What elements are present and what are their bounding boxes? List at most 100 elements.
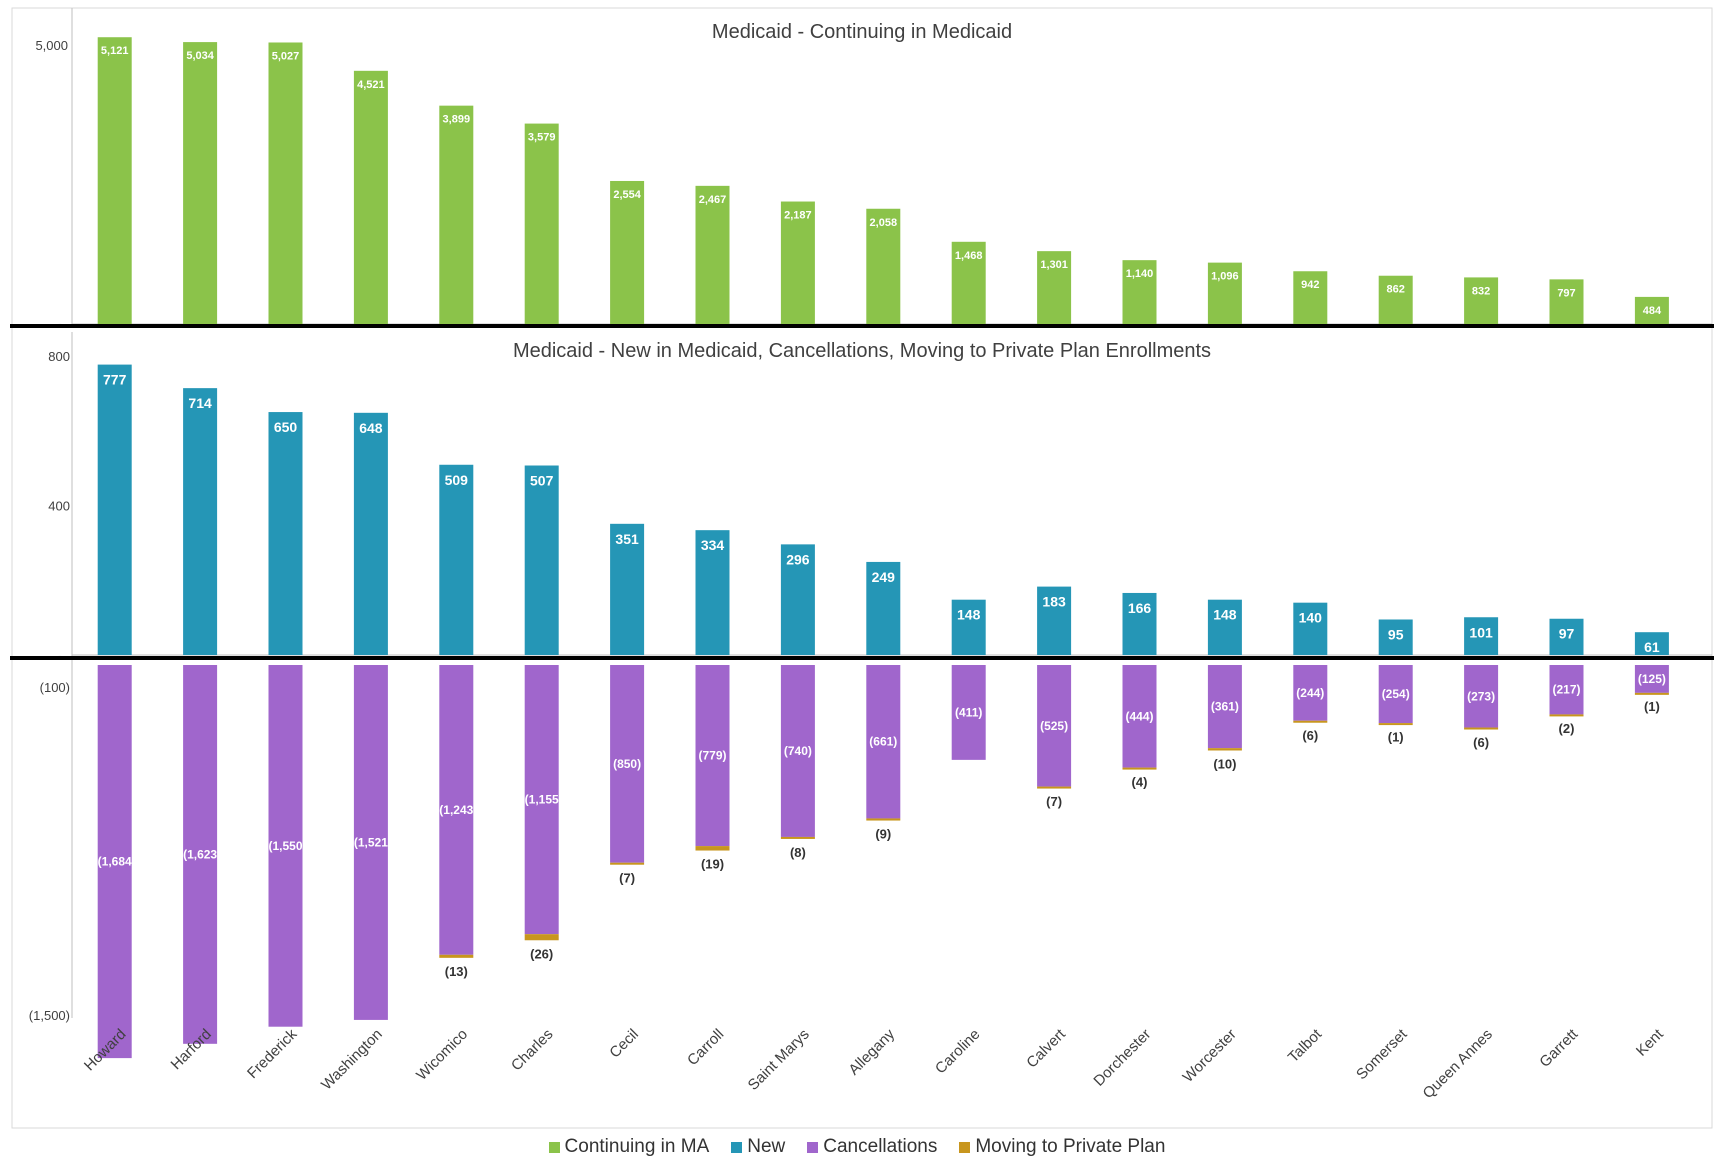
bar-cancellations — [1122, 665, 1157, 768]
data-label-moving: (13) — [445, 964, 468, 979]
data-label-new: 148 — [957, 607, 981, 623]
bar-cancellations — [780, 665, 815, 837]
data-label-new: 101 — [1469, 624, 1493, 640]
data-label-new: 334 — [701, 537, 725, 553]
legend-item-continuing: Continuing in MA — [548, 1136, 709, 1158]
bar-continuing — [524, 123, 559, 325]
data-label-cancellations: (217) — [1552, 683, 1580, 697]
bar-moving — [1378, 723, 1413, 726]
data-label-continuing: 2,058 — [870, 217, 898, 229]
data-label-cancellations: (244) — [1296, 686, 1324, 700]
bar-cancellations — [951, 665, 986, 760]
bar-cancellations — [439, 665, 474, 955]
legend-label-cancellations: Cancellations — [823, 1136, 938, 1157]
category-label: Worcester — [1180, 1026, 1240, 1086]
legend-swatch-moving — [959, 1141, 971, 1153]
data-label-moving: (9) — [875, 827, 891, 842]
data-label-continuing: 3,579 — [528, 132, 556, 144]
bar-continuing — [695, 185, 730, 324]
data-label-cancellations: (1,550 — [268, 839, 302, 853]
bar-cancellations — [97, 665, 132, 1059]
data-label-new: 648 — [359, 420, 383, 436]
bar-moving — [1122, 767, 1157, 770]
bar-continuing — [1464, 277, 1499, 324]
panel2-ytick-label: 800 — [48, 349, 70, 364]
bar-new — [268, 412, 303, 655]
panel1-ytick-label: - — [58, 316, 62, 331]
category-label: Cecil — [606, 1026, 642, 1062]
data-label-cancellations: (850) — [613, 757, 641, 771]
bar-continuing — [1634, 296, 1669, 324]
data-label-cancellations: (740) — [784, 744, 812, 758]
category-label: Kent — [1633, 1025, 1667, 1059]
bar-new — [524, 465, 559, 655]
data-label-cancellations: (125) — [1638, 672, 1666, 686]
data-label-moving: (1) — [1388, 729, 1404, 744]
bar-new — [439, 464, 474, 655]
data-label-moving: (8) — [790, 845, 806, 860]
bar-continuing — [439, 105, 474, 324]
panel2-title: Medicaid - New in Medicaid, Cancellation… — [513, 340, 1211, 362]
bar-moving — [1293, 720, 1328, 723]
bar-cancellations — [1464, 665, 1499, 728]
bar-moving — [1464, 727, 1499, 730]
bar-new — [951, 599, 986, 655]
bar-continuing — [780, 201, 815, 324]
data-label-continuing: 1,301 — [1040, 259, 1068, 271]
category-label: Washington — [318, 1026, 386, 1094]
data-label-continuing: 4,521 — [357, 79, 385, 91]
data-label-cancellations: (661) — [869, 735, 897, 749]
data-label-cancellations: (411) — [955, 705, 982, 719]
legend-swatch-continuing — [548, 1141, 560, 1153]
bar-continuing — [1122, 260, 1157, 324]
bar-cancellations — [610, 665, 645, 863]
data-label-cancellations: (254) — [1382, 687, 1410, 701]
panel2-ytick-label: 400 — [48, 499, 70, 514]
data-label-new: 140 — [1299, 610, 1323, 626]
bar-cancellations — [695, 665, 730, 847]
data-label-moving: (6) — [1473, 735, 1489, 750]
bar-continuing — [1293, 271, 1328, 324]
category-label: Charles — [508, 1026, 557, 1075]
bar-moving — [610, 862, 645, 865]
bar-moving — [866, 818, 901, 821]
data-label-continuing: 484 — [1643, 305, 1662, 317]
bar-cancellations — [353, 665, 388, 1020]
data-label-new: 351 — [615, 531, 639, 547]
data-label-cancellations: (444) — [1125, 709, 1153, 723]
bar-moving — [524, 934, 559, 941]
category-label: Somerset — [1353, 1025, 1411, 1083]
data-label-continuing: 5,121 — [101, 45, 129, 57]
data-label-moving: (26) — [530, 946, 553, 961]
bar-cancellations — [183, 665, 218, 1044]
data-label-continuing: 5,027 — [272, 50, 300, 62]
bar-cancellations — [1378, 665, 1413, 724]
data-label-continuing: 5,034 — [186, 50, 214, 62]
data-label-new: 650 — [274, 419, 298, 435]
bar-new — [1207, 599, 1242, 655]
data-label-new: 166 — [1128, 600, 1152, 616]
data-label-moving: (10) — [1213, 756, 1236, 771]
bar-cancellations — [1207, 665, 1242, 749]
bar-moving — [695, 846, 730, 851]
data-label-continuing: 2,554 — [613, 189, 641, 201]
legend: Continuing in MA New Cancellations Movin… — [0, 1136, 1714, 1158]
bar-continuing — [866, 208, 901, 324]
bar-new — [1378, 619, 1413, 655]
data-label-new: 296 — [786, 551, 810, 567]
category-label: Frederick — [244, 1025, 301, 1082]
category-label: Saint Marys — [745, 1026, 813, 1094]
bar-cancellations — [524, 665, 559, 935]
plot-frame — [11, 7, 1713, 1129]
chart-canvas: Medicaid - Continuing in Medicaid 5,000 - 5… — [10, 7, 1714, 1129]
bar-continuing — [353, 70, 388, 324]
bar-continuing — [97, 37, 132, 324]
bar-cancellations — [1293, 665, 1328, 721]
bar-new — [780, 544, 815, 655]
bar-continuing — [610, 180, 645, 324]
bar-new — [353, 412, 388, 655]
legend-label-moving: Moving to Private Plan — [975, 1136, 1166, 1157]
category-label: Talbot — [1285, 1025, 1326, 1066]
data-label-new: 509 — [445, 472, 469, 488]
bar-continuing — [1378, 275, 1413, 324]
